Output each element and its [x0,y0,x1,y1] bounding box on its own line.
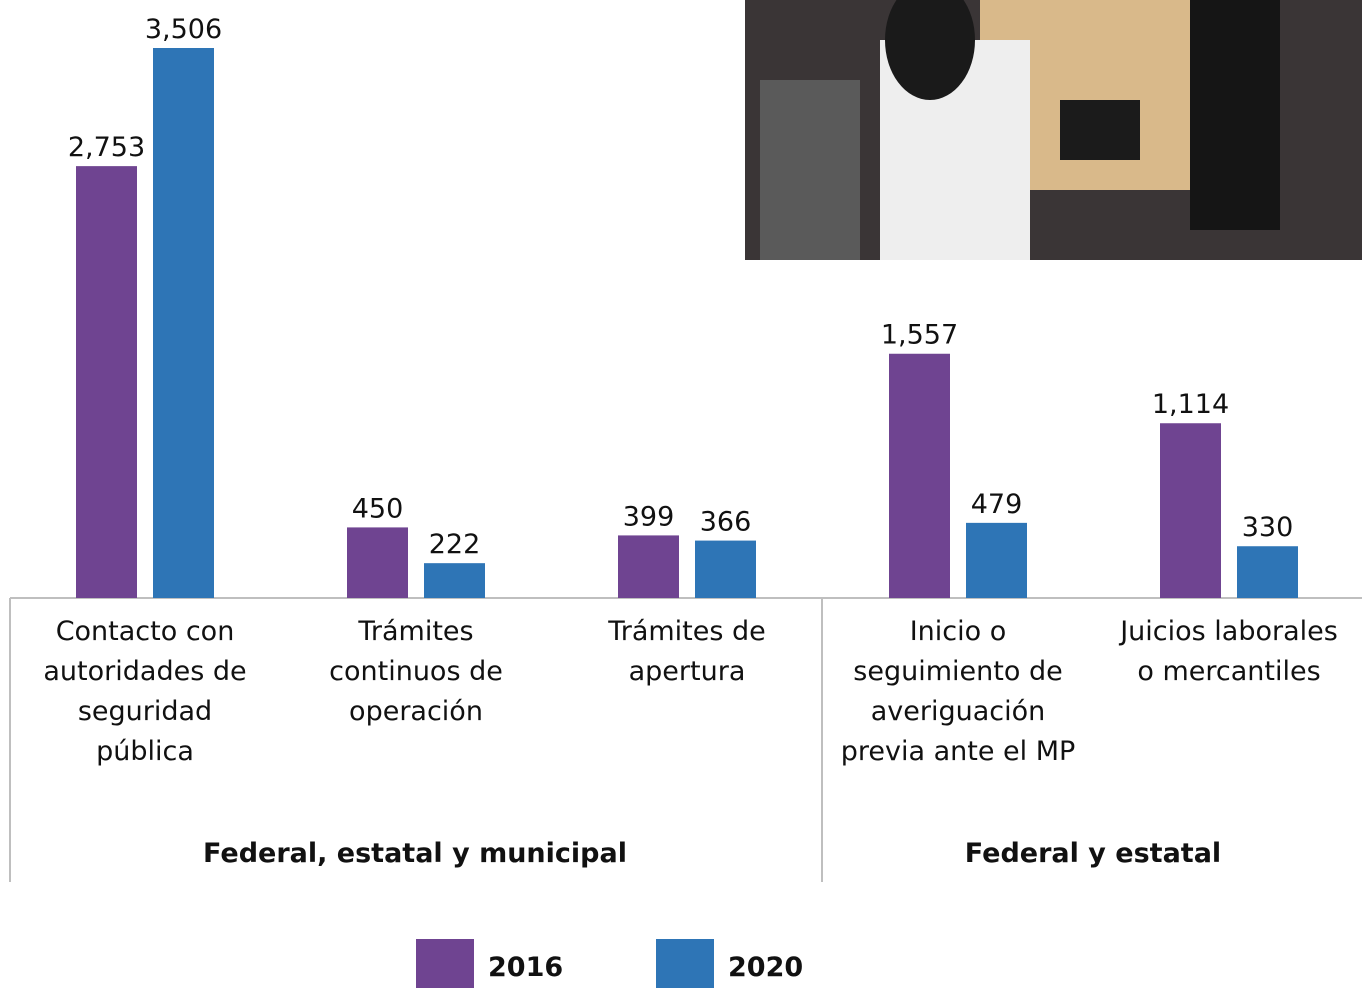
bar [153,48,214,598]
bar [966,522,1027,598]
group-label: Federal, estatal y municipal [203,838,627,869]
value-label: 1,557 [881,320,958,351]
x-tick-label: Trámites de apertura [608,616,766,687]
photo [745,0,1362,260]
value-label: 2,753 [68,132,145,163]
bar [1160,423,1221,598]
legend-swatch [416,939,474,988]
bar [76,166,137,598]
value-label: 330 [1242,512,1294,543]
bar [695,540,756,598]
legend-label: 2016 [488,952,563,983]
value-label: 1,114 [1152,389,1229,420]
bar [1237,546,1298,598]
bar [347,527,408,598]
bar [889,353,950,598]
legend-swatch [656,939,714,988]
x-tick-label: Inicio o seguimiento de averiguación pre… [840,616,1076,767]
value-label: 3,506 [145,14,222,45]
group-label: Federal y estatal [965,838,1221,869]
x-tick-label: Trámites continuos de operación [329,616,503,727]
legend-label: 2020 [728,952,803,983]
value-label: 222 [429,529,481,560]
value-label: 450 [352,493,404,524]
value-label: 479 [971,489,1023,520]
value-label: 399 [623,501,675,532]
value-label: 366 [700,507,752,538]
bar [618,535,679,598]
x-tick-label: Juicios laborales o mercantiles [1120,616,1338,687]
x-tick-label: Contacto con autoridades de seguridad pú… [43,616,247,767]
bar [424,563,485,598]
